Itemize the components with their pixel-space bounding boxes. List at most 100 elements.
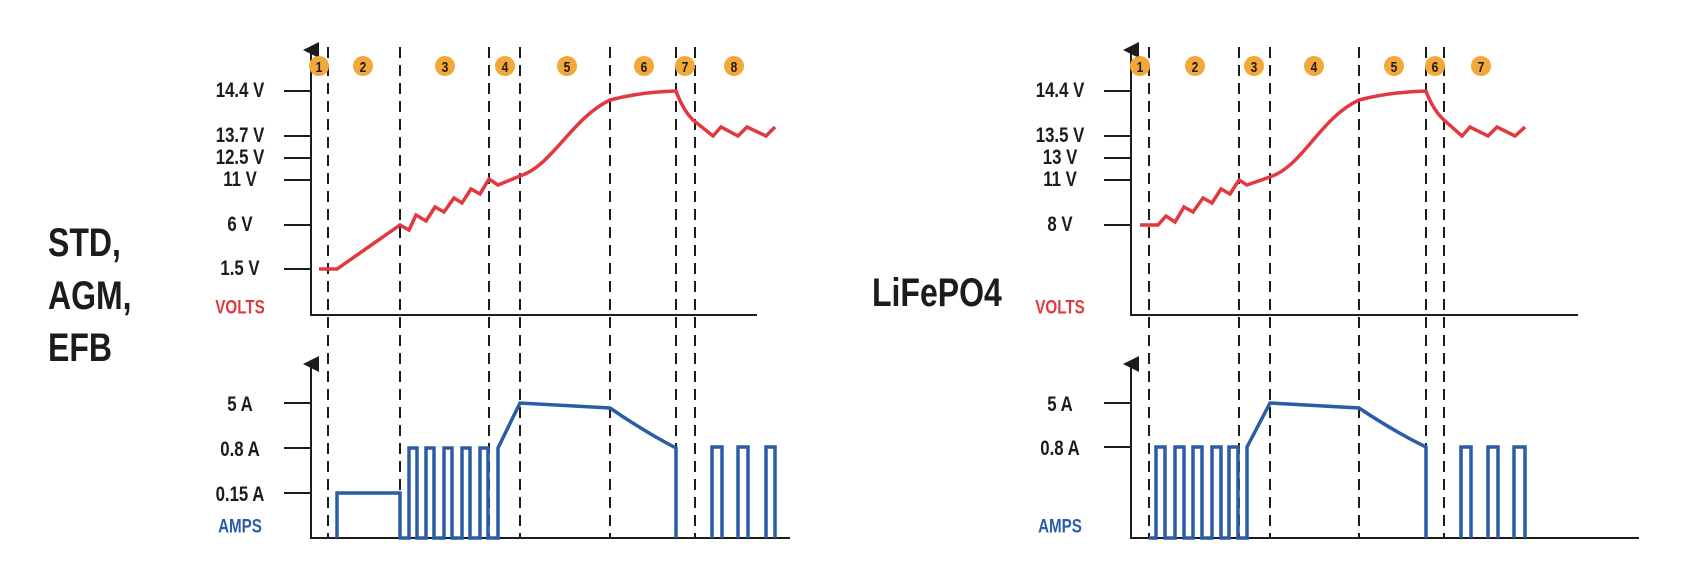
chart-std-agm-efb: STD, AGM, EFB 14.4 V 13.7 V12.5 V11 V 6 V 1.5 …	[48, 42, 790, 540]
volts-tick-label-group: 14.4 V	[216, 79, 265, 102]
amps-pulse	[710, 445, 724, 538]
volts-curve	[319, 89, 777, 271]
amps-tick-label-group: 5 A	[227, 393, 253, 416]
volts-tick-label: 1.5 V	[220, 257, 259, 280]
stage-number: 2	[360, 59, 367, 76]
stage-badge	[309, 56, 329, 76]
amps-axis-label-group: AMPS	[1038, 515, 1082, 537]
stage-number: 8	[731, 59, 738, 76]
battery-type-title: STD,	[48, 219, 121, 264]
volts-curve	[1140, 89, 1527, 227]
stage-number-group: 3	[442, 59, 449, 76]
amps-tick-label: 0.15 A	[216, 483, 265, 506]
battery-type-title-group: LiFePO4	[872, 269, 1002, 314]
amps-tick-label: 0.8 A	[1040, 437, 1080, 460]
volts-tick-label: 14.4 V	[1036, 79, 1085, 102]
amps-tick-label: 5 A	[227, 393, 253, 416]
stage-number-group: 5	[1391, 59, 1398, 76]
stage-number: 5	[1391, 59, 1398, 76]
volts-tick-label: 13.7 V	[216, 124, 265, 147]
stage-number: 4	[502, 59, 509, 76]
stage-badge	[495, 56, 515, 76]
stage-badge	[675, 56, 695, 76]
stage-number-group: 3	[1251, 59, 1258, 76]
volts-tick-label-group: 6 V	[227, 213, 252, 236]
amps-curve	[1149, 401, 1428, 540]
stage-badge	[1425, 56, 1445, 76]
volts-tick-label: 11 V	[1043, 168, 1077, 191]
stage-number: 7	[1478, 59, 1485, 76]
volts-tick-label: 14.4 V	[216, 79, 265, 102]
amps-tick-label: 5 A	[1047, 393, 1073, 416]
stage-number-group: 1	[316, 59, 323, 76]
stage-badge	[1471, 56, 1491, 76]
stage-badge	[557, 56, 577, 76]
amps-axis-label-group: AMPS	[218, 515, 262, 537]
stage-number-group: 1	[1137, 59, 1144, 76]
stage-number: 1	[1137, 59, 1144, 76]
battery-type-title: EFB	[48, 324, 112, 369]
battery-type-title: AGM,	[48, 272, 132, 317]
stage-number: 3	[442, 59, 449, 76]
volts-tick-label-group: 13 V	[1043, 146, 1078, 169]
stage-number-group: 2	[360, 59, 367, 76]
amps-axis-label: AMPS	[1038, 515, 1082, 537]
volts-tick-label: 13 V	[1043, 146, 1078, 169]
battery-type-title-group: STD,	[48, 219, 121, 264]
amps-tick-label: 0.8 A	[220, 438, 260, 461]
amps-pulse	[764, 445, 777, 538]
stage-badge	[634, 56, 654, 76]
stage-number: 2	[1192, 59, 1199, 76]
volts-tick-label-group: 14.4 V	[1036, 79, 1085, 102]
stage-number-group: 6	[641, 59, 648, 76]
volts-axis-label: VOLTS	[1035, 296, 1085, 318]
stage-number-group: 8	[731, 59, 738, 76]
volts-tick-label: 11 V	[223, 168, 257, 191]
stage-number-group: 5	[564, 59, 571, 76]
volts-tick-label-group: 1.5 V	[220, 257, 259, 280]
volts-tick-label-group: 11 V	[1043, 168, 1077, 191]
stage-badge	[1304, 56, 1324, 76]
stage-badge	[1244, 56, 1264, 76]
volts-tick-label-group: 13.5 V	[1036, 124, 1085, 147]
stage-number: 6	[1432, 59, 1439, 76]
stage-number-group: 7	[682, 59, 689, 76]
stage-number-group: 4	[1311, 59, 1318, 76]
stage-number: 1	[316, 59, 323, 76]
amps-tick-label-group: 0.8 A	[220, 438, 260, 461]
stage-number-group: 6	[1432, 59, 1439, 76]
amps-pulse	[1459, 445, 1473, 538]
stage-badge	[1185, 56, 1205, 76]
volts-tick-label: 8 V	[1047, 213, 1072, 236]
stage-number-group: 7	[1478, 59, 1485, 76]
stage-badge	[724, 56, 744, 76]
battery-type-title-group: EFB	[48, 324, 112, 369]
volts-tick-label: 12.5 V	[216, 146, 265, 169]
volts-tick-label-group: 12.5 V	[216, 146, 265, 169]
stage-number: 5	[564, 59, 571, 76]
volts-tick-label-group: 11 V	[223, 168, 257, 191]
stage-number: 4	[1311, 59, 1318, 76]
stage-number: 3	[1251, 59, 1258, 76]
stage-badge	[353, 56, 373, 76]
amps-pulse	[1512, 445, 1527, 538]
amps-axis-label: AMPS	[218, 515, 262, 537]
amps-tick-label-group: 5 A	[1047, 393, 1073, 416]
volts-axis-label-group: VOLTS	[215, 296, 265, 318]
volts-tick-label-group: 13.7 V	[216, 124, 265, 147]
stage-badge	[1130, 56, 1150, 76]
volts-tick-label-group: 8 V	[1047, 213, 1072, 236]
amps-pulse	[1486, 445, 1500, 538]
battery-type-title-group: AGM,	[48, 272, 132, 317]
battery-type-title: LiFePO4	[872, 269, 1002, 314]
amps-pulse	[736, 445, 750, 538]
amps-tick-label-group: 0.15 A	[216, 483, 265, 506]
amps-curve	[335, 401, 678, 540]
volts-axis-label-group: VOLTS	[1035, 296, 1085, 318]
volts-axis-label: VOLTS	[215, 296, 265, 318]
stage-badge	[435, 56, 455, 76]
stage-number: 7	[682, 59, 689, 76]
stage-number: 6	[641, 59, 648, 76]
chart-lifepo4: LiFePO4 14.4 V 13.5 V13 V11 V 8 V VOLTS 5 A 0.…	[872, 42, 1639, 540]
